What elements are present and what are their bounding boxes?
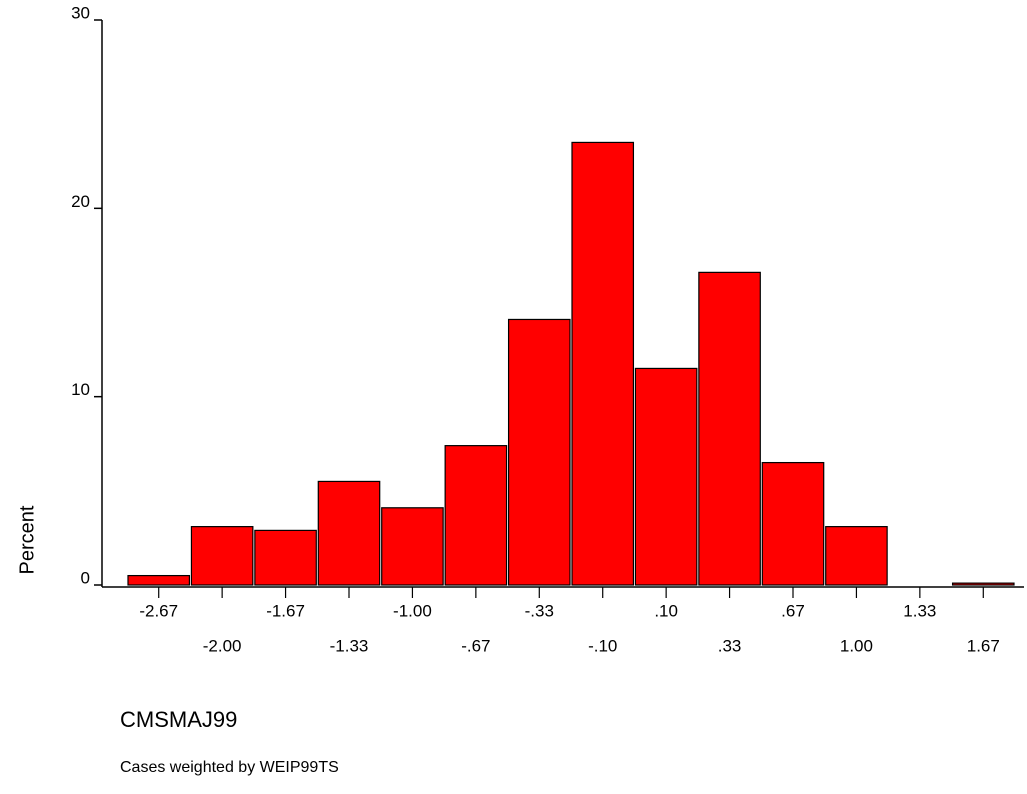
x-tick-label: -2.00	[203, 636, 242, 655]
x-tick-label: -1.33	[330, 636, 369, 655]
bar	[190, 526, 254, 586]
x-tick-label: -.33	[525, 601, 554, 620]
x-tick-label: -2.67	[139, 601, 178, 620]
bar	[634, 367, 698, 586]
bar	[317, 480, 381, 586]
x-tick-label: 1.67	[967, 636, 1000, 655]
x-tick-label: 1.33	[903, 601, 936, 620]
bar	[127, 574, 191, 586]
bar	[254, 529, 317, 586]
bar	[951, 582, 1015, 586]
x-tick-label: .67	[781, 601, 805, 620]
bar	[825, 526, 888, 586]
x-tick-label: -.10	[588, 636, 617, 655]
x-tick-label: -1.67	[266, 601, 305, 620]
bar	[698, 271, 761, 586]
x-tick-label: -1.00	[393, 601, 432, 620]
bar	[571, 141, 635, 586]
x-tick-label: 1.00	[840, 636, 873, 655]
bar	[761, 461, 825, 586]
y-axis-title: Percent	[16, 505, 38, 574]
y-tick-label: 0	[81, 568, 90, 587]
x-tick-label: .10	[654, 601, 678, 620]
bar	[381, 507, 444, 586]
bar	[444, 445, 508, 586]
y-tick-label: 10	[71, 380, 90, 399]
footnote: Cases weighted by WEIP99TS	[120, 759, 339, 776]
x-tick-label: .33	[718, 636, 742, 655]
x-tick-label: -.67	[461, 636, 490, 655]
y-tick-label: 30	[71, 3, 90, 22]
bar	[507, 318, 571, 586]
y-tick-label: 20	[71, 192, 90, 211]
x-axis-title: CMSMAJ99	[120, 707, 237, 732]
